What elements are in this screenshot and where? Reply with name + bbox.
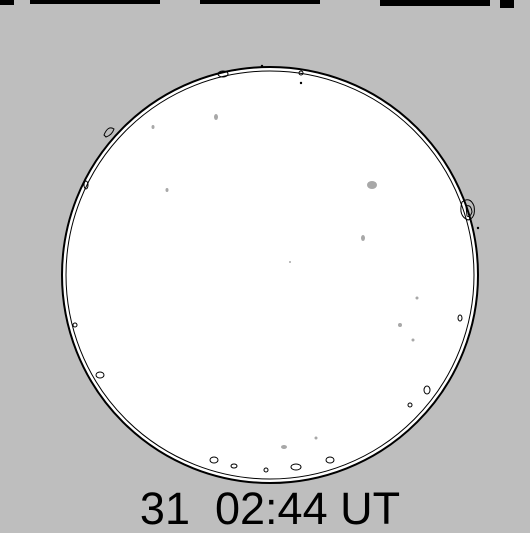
solar-image: 31 02:44 UT — [0, 0, 530, 533]
timestamp: 31 02:44 UT — [140, 483, 400, 533]
solar-disk — [62, 67, 478, 483]
